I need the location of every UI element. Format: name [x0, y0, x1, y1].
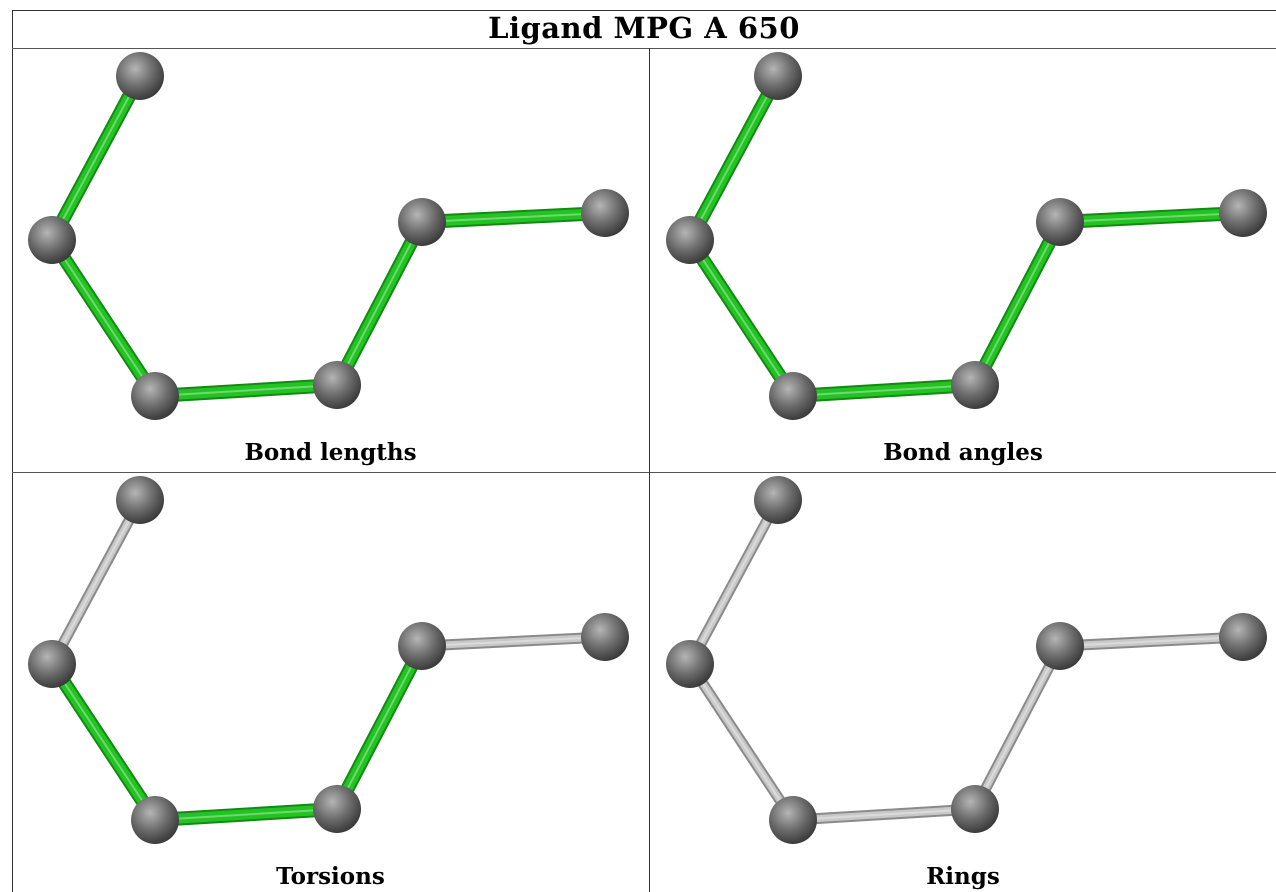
molecule-bond-angles — [666, 52, 1267, 420]
bond-highlighted — [148, 802, 344, 827]
carbon-atom — [666, 640, 714, 688]
bond-normal — [416, 631, 611, 652]
bond-highlighted — [415, 206, 612, 229]
carbon-atom — [581, 613, 629, 661]
carbon-atom — [28, 640, 76, 688]
carbon-atom — [28, 216, 76, 264]
molecule-rings — [666, 476, 1267, 844]
carbon-atom — [131, 372, 179, 420]
panel-caption: Bond angles — [883, 439, 1043, 466]
panel-caption: Torsions — [276, 863, 385, 890]
bond-highlighted — [683, 233, 800, 403]
carbon-atom — [116, 476, 164, 524]
bond-highlighted — [968, 215, 1067, 392]
carbon-atom — [398, 198, 446, 246]
figure-title: Ligand MPG A 650 — [488, 11, 800, 45]
bond-highlighted — [683, 69, 785, 247]
carbon-atom — [116, 52, 164, 100]
bond-normal — [684, 494, 784, 670]
carbon-atom — [754, 52, 802, 100]
panel-torsions: Torsions — [12, 473, 649, 892]
molecule-torsions — [28, 476, 629, 844]
bond-highlighted — [45, 233, 162, 403]
bond-highlighted — [45, 657, 162, 827]
carbon-atom — [769, 372, 817, 420]
carbon-atom — [398, 622, 446, 670]
bond-highlighted — [330, 639, 429, 816]
bond-highlighted — [148, 378, 344, 403]
figure-frame — [12, 10, 1276, 892]
row-divider — [12, 472, 1276, 473]
bond-normal — [684, 658, 799, 826]
bond-normal — [46, 494, 146, 670]
carbon-atom — [951, 785, 999, 833]
bond-highlighted — [45, 69, 147, 247]
bond-highlighted — [786, 378, 982, 403]
bond-normal — [969, 640, 1066, 815]
panel-rings: Rings — [650, 473, 1276, 892]
carbon-atom — [313, 361, 361, 409]
carbon-atom — [769, 796, 817, 844]
column-divider — [649, 48, 650, 892]
panel-caption: Bond lengths — [244, 439, 417, 466]
panel-bond-lengths: Bond lengths — [12, 49, 649, 472]
carbon-atom — [1219, 189, 1267, 237]
bond-normal — [787, 803, 981, 826]
carbon-atom — [131, 796, 179, 844]
carbon-atom — [581, 189, 629, 237]
carbon-atom — [313, 785, 361, 833]
panel-caption: Rings — [926, 863, 1000, 890]
bond-highlighted — [330, 215, 429, 392]
carbon-atom — [1036, 622, 1084, 670]
bond-normal — [1054, 631, 1249, 652]
bond-highlighted — [1053, 206, 1250, 229]
carbon-atom — [1219, 613, 1267, 661]
carbon-atom — [666, 216, 714, 264]
carbon-atom — [951, 361, 999, 409]
carbon-atom — [1036, 198, 1084, 246]
panel-bond-angles: Bond angles — [650, 49, 1276, 472]
title-divider — [12, 48, 1276, 49]
molecule-bond-lengths — [28, 52, 629, 420]
carbon-atom — [754, 476, 802, 524]
